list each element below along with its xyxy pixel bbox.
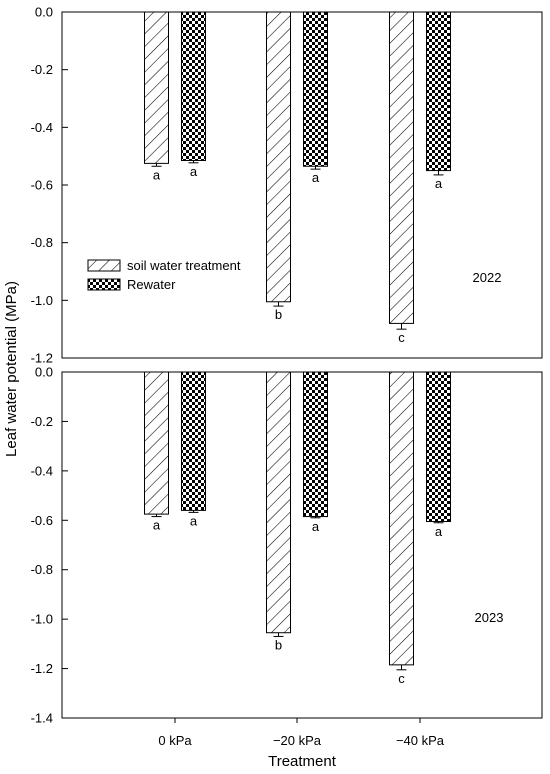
y-tick-label: -1.0 [31, 612, 53, 627]
x-axis-title: Treatment [268, 753, 337, 770]
significance-letter: a [190, 164, 198, 179]
y-axis-title: Leaf water potential (MPa) [3, 281, 20, 457]
plot-frame [61, 11, 543, 359]
legend-swatch-rewater [87, 278, 121, 291]
panel-2022: 0.0 -0.2 -0.4 -0.6 -0.8 -1.0 -1.2 a b c a a a 2022 [31, 5, 543, 366]
y-tick-label: -0.6 [31, 178, 53, 193]
y-tick-label: -1.2 [31, 351, 53, 366]
significance-letter: a [435, 524, 443, 539]
plot-frame [61, 371, 543, 719]
y-tick-label: -0.2 [31, 62, 53, 77]
significance-letter: c [398, 671, 405, 686]
significance-letter: a [153, 518, 161, 533]
legend: soil water treatment Rewater [87, 258, 241, 292]
bar-soil-water-1 [144, 11, 169, 164]
x-tick-label: −20 kPa [273, 733, 322, 748]
legend-swatch-soil-water [87, 259, 121, 272]
significance-letter: a [153, 167, 161, 182]
significance-letter: b [275, 307, 282, 322]
y-tick-label: -0.8 [31, 235, 53, 250]
significance-letter: b [275, 637, 282, 652]
significance-letter: a [312, 519, 320, 534]
bar-rewater-1 [181, 11, 206, 161]
y-tick-label: -0.4 [31, 463, 53, 478]
y-tick-label: 0.0 [35, 5, 53, 20]
year-label: 2022 [473, 270, 502, 285]
x-tick-label: −40 kPa [396, 733, 445, 748]
bar-rewater-2 [303, 371, 328, 518]
legend-label: soil water treatment [127, 258, 241, 273]
year-label: 2023 [475, 610, 504, 625]
y-tick-label: -0.2 [31, 414, 53, 429]
y-tick-label: -1.0 [31, 293, 53, 308]
y-tick-label: -1.4 [31, 711, 53, 726]
significance-letter: a [435, 176, 443, 191]
panel-2023: 0.0 -0.2 -0.4 -0.6 -0.8 -1.0 -1.2 -1.4 a b c a a a 202… [31, 365, 543, 726]
x-tick-label: 0 kPa [158, 733, 192, 748]
bar-soil-water-2 [266, 11, 291, 303]
bar-soil-water-3 [389, 11, 414, 324]
bar-rewater-3 [426, 371, 451, 523]
x-axis: 0 kPa −20 kPa −40 kPa [158, 718, 445, 748]
bar-soil-water-1 [144, 371, 169, 515]
y-tick-label: 0.0 [35, 365, 53, 380]
y-tick-label: -0.8 [31, 562, 53, 577]
bar-soil-water-2 [266, 371, 291, 634]
significance-letter: a [312, 170, 320, 185]
bar-soil-water-3 [389, 371, 414, 666]
bar-rewater-1 [181, 371, 206, 511]
significance-letter: c [398, 330, 405, 345]
y-tick-label: -1.2 [31, 661, 53, 676]
significance-letter: a [190, 513, 198, 528]
bar-rewater-2 [303, 11, 328, 167]
bar-rewater-3 [426, 11, 451, 172]
y-tick-label: -0.4 [31, 120, 53, 135]
y-tick-label: -0.6 [31, 513, 53, 528]
legend-label: Rewater [127, 277, 176, 292]
